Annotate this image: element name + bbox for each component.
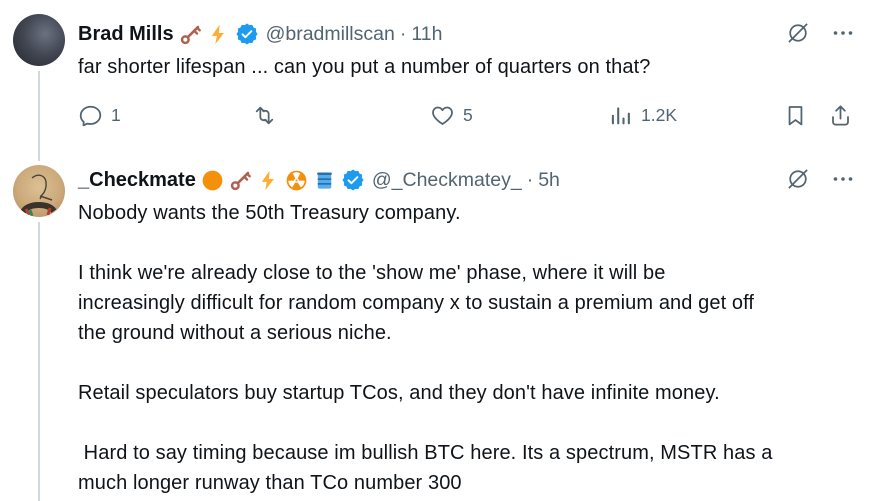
views-icon xyxy=(611,106,630,124)
grok-icon[interactable] xyxy=(785,20,811,46)
meta-dot: · xyxy=(399,22,407,45)
repost-icon xyxy=(255,106,274,124)
tweet-header: _Checkmate @_Checkmatey_ · 5h xyxy=(78,166,560,194)
engagement-bar: 1 5 1.2K xyxy=(78,99,853,131)
repost-button[interactable] xyxy=(252,99,285,131)
tweet-actions xyxy=(785,20,855,46)
view-count: 1.2K xyxy=(641,104,677,125)
avatar[interactable] xyxy=(13,165,65,217)
bookmark-button[interactable] xyxy=(783,99,808,131)
key-emoji-icon xyxy=(179,23,202,46)
handle-meta: @bradmillscan · 11h xyxy=(266,23,443,46)
like-button[interactable]: 5 xyxy=(430,99,473,131)
reply-icon xyxy=(79,105,102,126)
grok-icon[interactable] xyxy=(785,166,811,192)
more-icon[interactable] xyxy=(831,167,855,191)
tweet-header: Brad Mills @bradmillscan · 11h xyxy=(78,20,442,48)
thread-line xyxy=(38,222,40,501)
share-button[interactable] xyxy=(828,99,853,131)
key-emoji-icon xyxy=(229,169,252,192)
bookmark-icon xyxy=(788,105,803,125)
like-count: 5 xyxy=(463,104,473,125)
tweet-text: Nobody wants the 50th Treasury company. … xyxy=(78,202,773,494)
author-name[interactable]: Brad Mills xyxy=(78,22,174,45)
more-icon[interactable] xyxy=(831,21,855,45)
reply-count: 1 xyxy=(111,104,121,125)
tweet-actions xyxy=(785,166,855,192)
verified-badge-icon xyxy=(342,169,364,191)
author-handle[interactable]: @bradmillscan xyxy=(265,22,395,45)
meta-dot: · xyxy=(526,168,534,191)
zap-emoji-icon xyxy=(257,169,280,192)
author-handle[interactable]: @_Checkmatey_ xyxy=(371,168,522,191)
radioactive-emoji-icon xyxy=(285,169,308,192)
timestamp[interactable]: 5h xyxy=(538,168,560,191)
tweet-text: far shorter lifespan ... can you put a n… xyxy=(78,56,651,78)
timestamp[interactable]: 11h xyxy=(411,22,443,45)
reply-button[interactable]: 1 xyxy=(78,99,121,131)
share-icon xyxy=(832,104,849,126)
oil-drum-emoji-icon xyxy=(313,169,336,192)
handle-meta: @_Checkmatey_ · 5h xyxy=(372,169,560,192)
thread-line xyxy=(38,71,40,161)
views-button[interactable]: 1.2K xyxy=(608,99,677,131)
author-name[interactable]: _Checkmate xyxy=(78,168,196,191)
orange-circle-emoji-icon xyxy=(201,169,224,192)
avatar[interactable] xyxy=(13,14,65,66)
verified-badge-icon xyxy=(236,23,258,45)
zap-emoji-icon xyxy=(207,23,230,46)
like-icon xyxy=(432,106,453,125)
